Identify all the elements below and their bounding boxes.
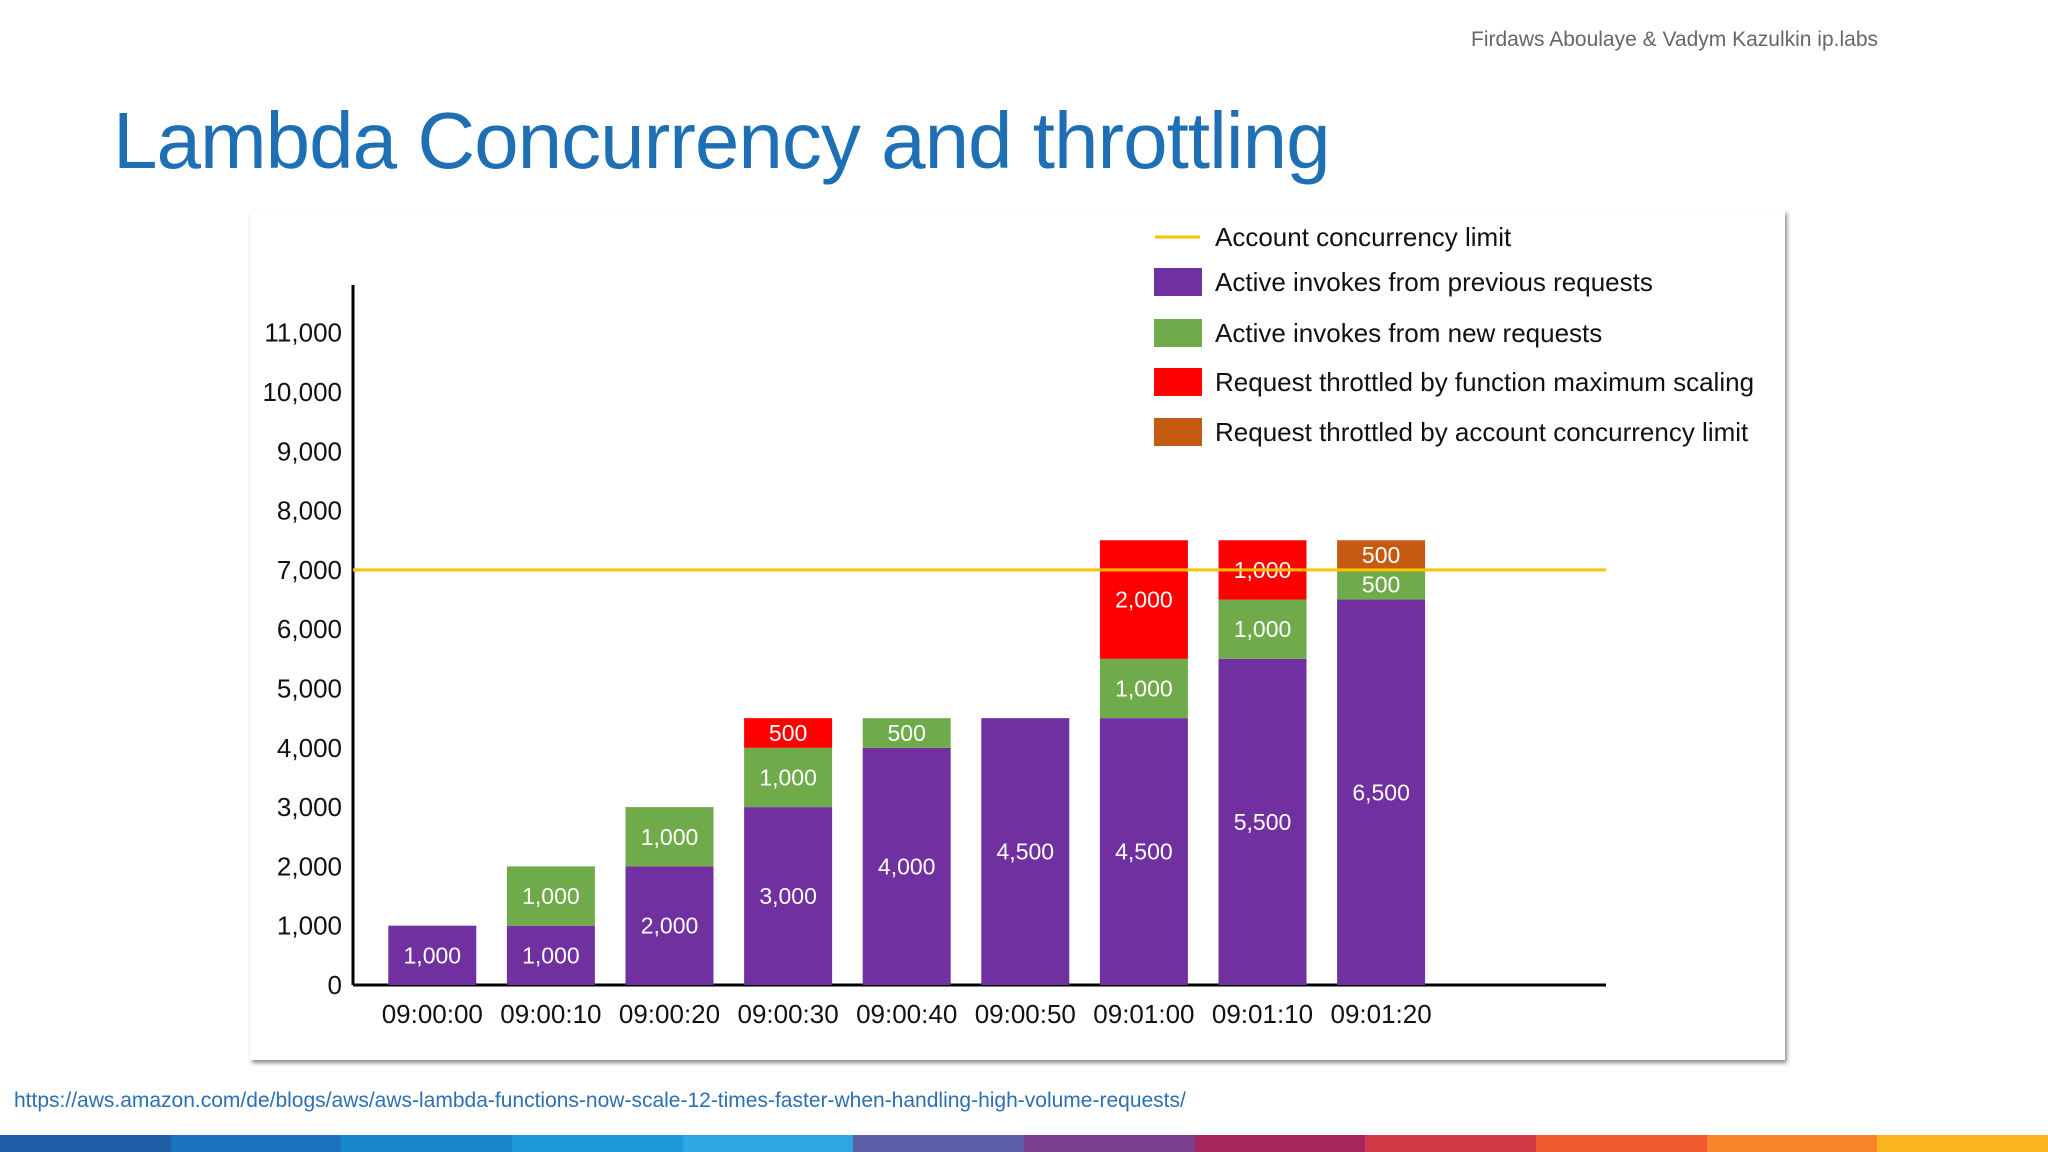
legend-swatch-throttle-account [1154,418,1202,446]
bar-data-label: 500 [888,720,926,746]
bar-data-label: 500 [769,720,807,746]
x-tick-label: 09:00:10 [500,999,601,1029]
bar-segment-previous [1099,718,1188,985]
bar-segment-previous [506,925,595,985]
legend-swatch-throttle-function [1154,368,1202,396]
bar-segment-previous [744,807,833,985]
x-tick-label: 09:00:00 [382,999,483,1029]
bar-data-label: 6,500 [1352,779,1410,805]
bar-data-label: 4,000 [878,853,936,879]
bar-data-label: 500 [1362,572,1400,598]
bar-data-label: 5,500 [1234,809,1292,835]
bar-segment-throttle-function [1099,540,1188,659]
legend-label: Request throttled by function maximum sc… [1215,367,1754,397]
footer-color-segment [0,1135,171,1152]
bar-segment-previous [981,718,1070,985]
legend-swatch-previous [1154,268,1202,296]
bar-segment-new [1218,599,1307,659]
y-tick-label: 9,000 [277,436,342,466]
bar-segment-new [1337,569,1426,600]
footer-color-segment [853,1135,1025,1152]
bar-segment-previous [862,747,951,985]
x-tick-label: 09:00:50 [975,999,1076,1029]
footer-color-segment [1365,1135,1537,1152]
bar-data-label: 3,000 [759,883,817,909]
x-tick-label: 09:00:40 [856,999,957,1029]
y-tick-label: 0 [328,970,342,1000]
x-tick-label: 09:01:20 [1330,999,1431,1029]
bar-data-label: 1,000 [404,942,462,968]
bar-data-label: 500 [1362,542,1400,568]
y-tick-label: 6,000 [277,614,342,644]
y-tick-label: 7,000 [277,555,342,585]
bar-segment-previous [625,866,714,985]
y-tick-label: 1,000 [277,911,342,941]
bar-segment-new [862,718,951,748]
y-tick-label: 10,000 [262,377,342,407]
y-tick-label: 8,000 [277,496,342,526]
bar-data-label: 1,000 [1234,616,1292,642]
bar-segment-throttle-account [1337,540,1426,570]
bar-data-label: 1,000 [641,824,699,850]
y-tick-label: 2,000 [277,851,342,881]
bar-data-label: 2,000 [641,913,699,939]
bar-segment-previous [1218,658,1307,985]
chart-legend: Account concurrency limit Active invokes … [1154,222,1754,447]
bar-segment-new [625,807,714,867]
y-tick-label: 3,000 [277,792,342,822]
legend-label: Active invokes from previous requests [1215,267,1653,297]
footer-color-segment [1024,1135,1195,1152]
footer-color-segment [682,1135,854,1152]
legend-swatch-new [1154,319,1202,347]
legend-label: Request throttled by account concurrency… [1215,417,1749,447]
footer-color-segment [341,1135,513,1152]
footer-color-segment [170,1135,342,1152]
bar-data-label: 1,000 [522,942,580,968]
y-tick-label: 5,000 [277,674,342,704]
footer-color-segment [512,1135,683,1152]
bar-segment-new [744,747,833,808]
author-credit: Firdaws Aboulaye & Vadym Kazulkin ip.lab… [1471,28,1878,51]
source-link[interactable]: https://aws.amazon.com/de/blogs/aws/aws-… [14,1089,1186,1112]
x-tick-label: 09:01:10 [1212,999,1313,1029]
footer-color-segment [1194,1135,1366,1152]
bar-data-label: 4,500 [997,839,1055,865]
footer-color-segment [1877,1135,2048,1152]
bar-data-label: 4,500 [1115,839,1173,865]
y-tick-label: 4,000 [277,733,342,763]
bar-data-label: 1,000 [1115,676,1173,702]
legend-label: Active invokes from new requests [1215,318,1602,348]
bar-data-label: 1,000 [759,764,817,790]
bar-segment-new [506,866,595,926]
bar-data-label: 1,000 [522,883,580,909]
chart-bars: 1,000 1,000 1,000 2,000 1,000 3,000 1,000 500 4,… [388,540,1426,985]
bar-segment-throttle-function [744,718,833,748]
footer-color-bar [0,1135,2048,1152]
y-tick-label: 11,000 [264,318,342,348]
bar-data-label: 2,000 [1115,587,1173,613]
stacked-bar-chart: Account concurrency limit Active invokes … [262,222,1754,1029]
x-tick-label: 09:01:00 [1093,999,1194,1029]
footer-color-segment [1706,1135,1878,1152]
bar-segment-previous [388,925,477,985]
bar-segment-previous [1337,599,1426,985]
x-tick-label: 09:00:20 [619,999,720,1029]
x-tick-label: 09:00:30 [737,999,838,1029]
footer-color-segment [1536,1135,1707,1152]
page-title: Lambda Concurrency and throttling [113,96,1331,185]
bar-segment-new [1099,658,1188,719]
legend-label: Account concurrency limit [1215,222,1512,252]
